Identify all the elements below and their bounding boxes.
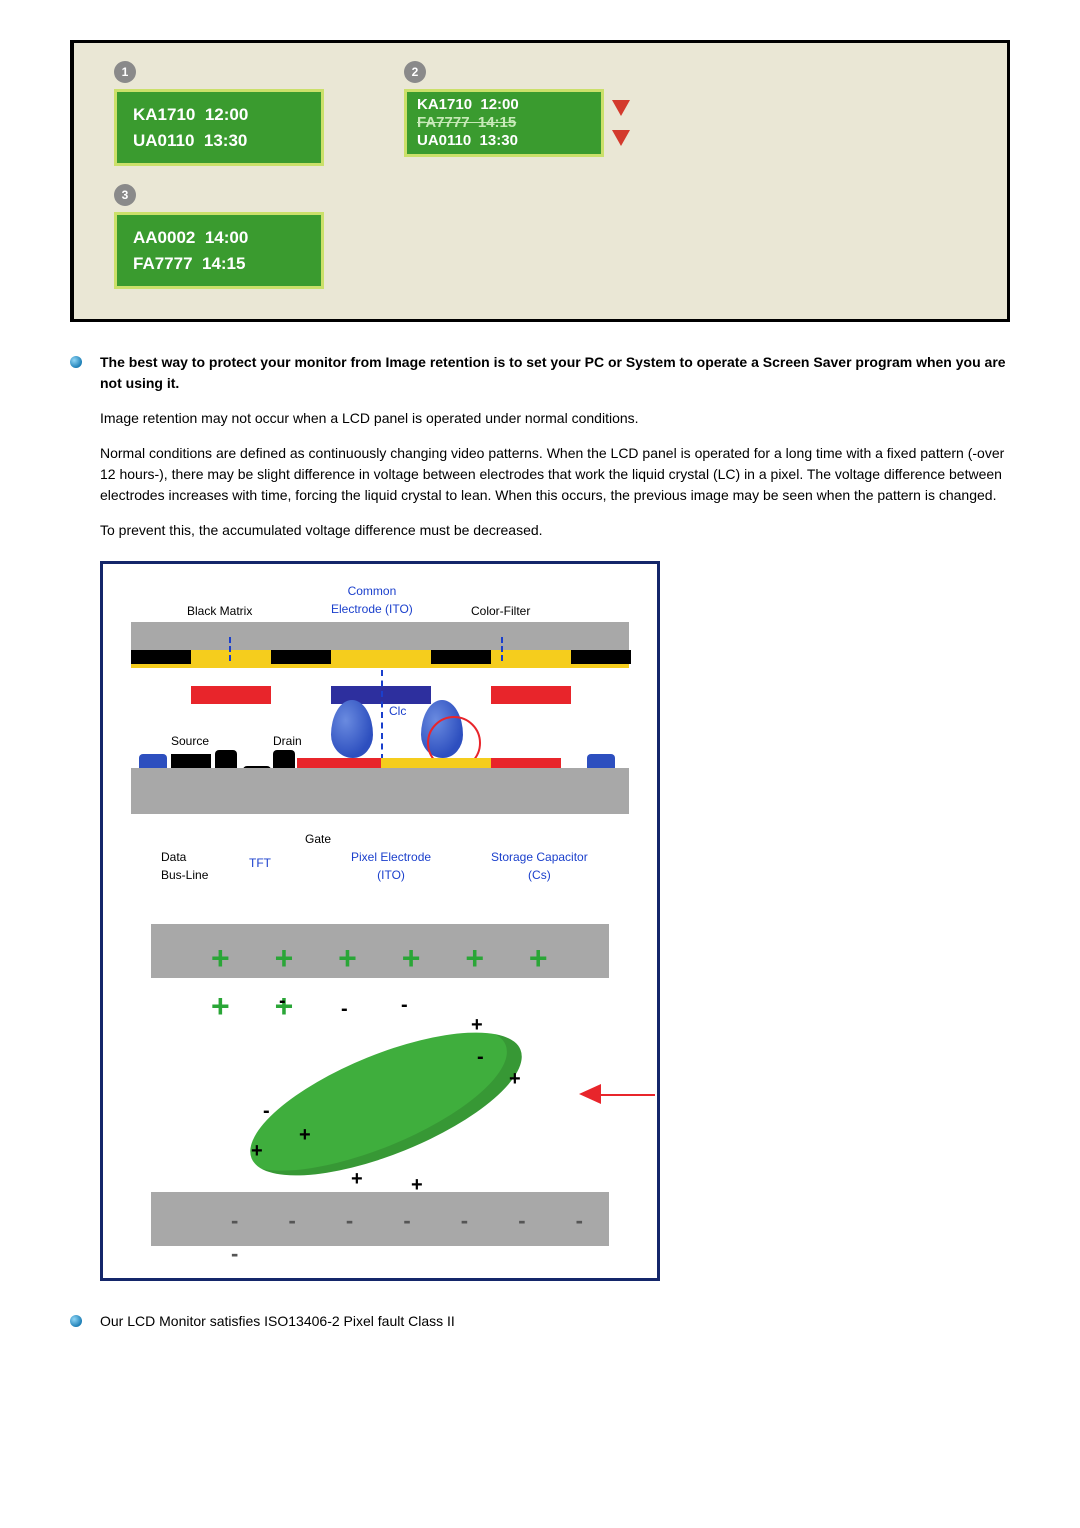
label-data-bus: Data Bus-Line (161, 848, 208, 884)
bullet-1-text: The best way to protect your monitor fro… (100, 352, 1010, 394)
minus-charges: - - - - - - - - (231, 1204, 629, 1270)
para-2: Normal conditions are defined as continu… (100, 443, 1010, 506)
panel-1-col: 1 KA1710 12:00 UA0110 13:30 (114, 61, 324, 166)
lc-molecule-ellipse (233, 1003, 539, 1204)
common-electrode-layer (131, 650, 629, 668)
panel-3: AA0002 14:00 FA7777 14:15 (114, 212, 324, 289)
panel-3-line-1: FA7777 14:15 (133, 251, 305, 277)
panel-2-scrolling: AA0002 14:00 KA1710 12:00 FA7777 14:15 U… (417, 89, 519, 150)
black-matrix-seg (571, 650, 631, 664)
panel-1-line-1: UA0110 13:30 (133, 128, 305, 154)
figure-lcd-structure: Common Electrode (ITO) Black Matrix Colo… (100, 561, 660, 1281)
liquid-crystal-blob (331, 700, 373, 758)
label-common-electrode: Common Electrode (ITO) (331, 582, 413, 618)
panel-2-wrap: AA0002 14:00 KA1710 12:00 FA7777 14:15 U… (404, 89, 630, 157)
lead-color-filter (501, 637, 503, 661)
label-pixel-electrode: Pixel Electrode (ITO) (351, 848, 431, 884)
panel-2-col: 2 AA0002 14:00 KA1710 12:00 FA7777 14:15… (404, 61, 630, 166)
bullet-2-text: Our LCD Monitor satisfies ISO13406-2 Pix… (100, 1311, 1010, 1332)
black-matrix-seg (431, 650, 491, 664)
black-matrix-seg (131, 650, 191, 664)
panel-2: AA0002 14:00 KA1710 12:00 FA7777 14:15 U… (404, 89, 604, 157)
panels-row-top: 1 KA1710 12:00 UA0110 13:30 2 AA0002 14:… (114, 61, 967, 166)
panel-3-badge: 3 (114, 184, 136, 206)
label-black-matrix: Black Matrix (187, 602, 252, 620)
arrow-down-icon (612, 100, 630, 116)
scroll-arrows (612, 89, 630, 157)
panel-2-line-3: UA0110 13:30 (417, 132, 519, 150)
panel-2-line-1: KA1710 12:00 (417, 96, 519, 114)
panel-2-badge: 2 (404, 61, 426, 83)
panel-1: KA1710 12:00 UA0110 13:30 (114, 89, 324, 166)
lcd-cross-section: Common Electrode (ITO) Black Matrix Colo… (131, 582, 629, 902)
panel-1-line-0: KA1710 12:00 (133, 102, 305, 128)
panel-1-badge: 1 (114, 61, 136, 83)
clc-divider (381, 670, 383, 760)
lead-black-matrix (229, 637, 231, 661)
charge-diagram: + + + + + + + + - - - + - + + - + + + - … (131, 924, 629, 1254)
bottom-glass-layer (131, 768, 629, 814)
label-tft: TFT (249, 854, 271, 872)
bullet-icon (70, 356, 82, 368)
color-filter-red (191, 686, 271, 704)
label-drain: Drain (273, 732, 302, 750)
arrow-down-icon (612, 130, 630, 146)
bullet-icon (70, 1315, 82, 1327)
para-1: Image retention may not occur when a LCD… (100, 408, 1010, 429)
panel-3-line-0: AA0002 14:00 (133, 225, 305, 251)
panel-3-col: 3 AA0002 14:00 FA7777 14:15 (114, 184, 967, 289)
black-matrix-seg (271, 650, 331, 664)
para-3: To prevent this, the accumulated voltage… (100, 520, 1010, 541)
red-arrow-head-icon (579, 1084, 601, 1104)
label-source: Source (171, 732, 209, 750)
bullet-iso: Our LCD Monitor satisfies ISO13406-2 Pix… (70, 1311, 1010, 1332)
panel-2-line-2: FA7777 14:15 (417, 114, 519, 132)
label-gate: Gate (305, 830, 331, 848)
label-storage-cap: Storage Capacitor (Cs) (491, 848, 588, 884)
panel-2-line-0: AA0002 14:00 (417, 89, 519, 96)
figure-screens: 1 KA1710 12:00 UA0110 13:30 2 AA0002 14:… (70, 40, 1010, 322)
label-clc: Clc (389, 702, 406, 720)
label-color-filter: Color-Filter (471, 602, 530, 620)
plus-charges: + + + + + + + + (211, 934, 629, 1030)
red-arrow-line (595, 1094, 655, 1096)
bullet-best-way: The best way to protect your monitor fro… (70, 352, 1010, 394)
color-filter-red (491, 686, 571, 704)
